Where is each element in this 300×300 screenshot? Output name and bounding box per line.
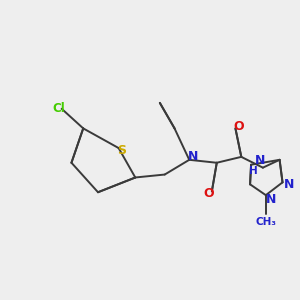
Text: N: N (255, 154, 265, 167)
Text: N: N (266, 193, 276, 206)
Text: O: O (204, 187, 214, 200)
Text: N: N (188, 150, 198, 164)
Text: H: H (249, 166, 257, 176)
Text: Cl: Cl (52, 102, 65, 115)
Text: O: O (233, 120, 244, 133)
Text: S: S (117, 143, 126, 157)
Text: CH₃: CH₃ (255, 217, 276, 226)
Text: N: N (284, 178, 295, 191)
